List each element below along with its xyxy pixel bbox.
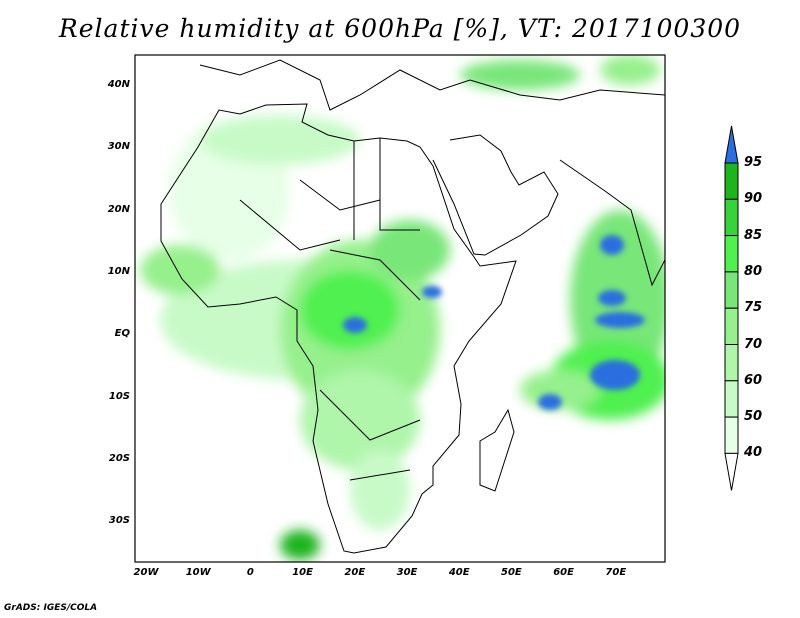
colorbar-label: 40: [744, 445, 763, 461]
colorbar-min-arrow: [724, 452, 739, 491]
colorbar: [724, 125, 739, 491]
humidity-field: [140, 55, 665, 560]
colorbar-label: 90: [744, 191, 763, 207]
lat-tick-label: 10N: [107, 265, 130, 277]
colorbar-segment: [724, 198, 739, 237]
colorbar-label: 60: [744, 372, 763, 388]
lon-tick-label: 20W: [133, 567, 159, 578]
coastlines: [160, 59, 665, 554]
colorbar-segment: [724, 380, 739, 418]
lon-tick-label: 50E: [501, 567, 522, 578]
lat-tick-label: 30S: [108, 515, 130, 527]
lat-tick-label: 10S: [108, 390, 130, 402]
colorbar-segment: [724, 416, 739, 454]
lat-tick-label: 20N: [107, 203, 130, 215]
lat-tick-label: 20S: [108, 452, 130, 464]
lon-tick-label: 20E: [344, 567, 366, 578]
lon-tick-label: 70E: [605, 567, 627, 578]
colorbar-label: 95: [744, 155, 763, 170]
colorbar-label: 80: [744, 263, 763, 279]
map-frame: [134, 54, 666, 563]
lat-tick-label: 40N: [107, 79, 130, 90]
plot-title: Relative humidity at 600hPa [%], VT: 201…: [58, 14, 742, 43]
colorbar-label: 70: [744, 336, 763, 352]
colorbar-segment: [724, 307, 739, 346]
colorbar-label: 85: [744, 227, 763, 243]
credit-text: GrADS: IGES/COLA: [4, 603, 98, 613]
lon-tick-label: 60E: [553, 567, 574, 578]
lon-tick-label: 10E: [292, 567, 313, 578]
lon-tick-label: 40E: [448, 567, 470, 578]
colorbar-max-arrow: [724, 125, 739, 164]
colorbar-label: 50: [744, 409, 763, 425]
lon-tick-label: 0: [246, 567, 254, 578]
colorbar-label: 75: [744, 300, 763, 316]
lat-tick-label: 30N: [107, 141, 130, 153]
colorbar-segment: [724, 235, 739, 273]
colorbar-segment: [724, 271, 739, 309]
lat-tick-label: EQ: [114, 328, 130, 340]
lon-tick-label: 30E: [396, 567, 418, 578]
colorbar-segment: [724, 162, 739, 200]
colorbar-segment: [724, 344, 739, 382]
lon-tick-label: 10W: [185, 567, 211, 578]
